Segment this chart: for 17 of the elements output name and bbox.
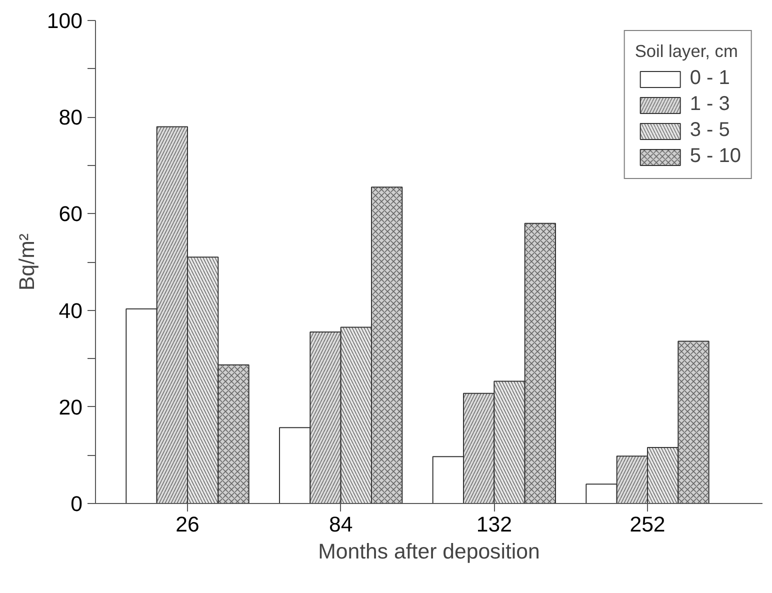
x-tick-label: 252 [630, 512, 666, 536]
legend-label: 1 - 3 [690, 93, 730, 116]
y-axis-title: Bq/m² [14, 234, 39, 290]
legend-label: 3 - 5 [690, 119, 730, 142]
y-tick-label: 100 [46, 9, 83, 33]
x-axis-title: Months after deposition [318, 540, 540, 564]
y-tick-label: 80 [58, 106, 83, 130]
legend-label: 0 - 1 [690, 67, 730, 90]
y-tick-label: 60 [58, 202, 83, 226]
x-tick-label: 26 [176, 512, 200, 536]
y-tick-label: 40 [58, 298, 83, 323]
x-tick-label: 132 [476, 512, 512, 536]
legend-label: 5 - 10 [690, 145, 741, 168]
x-tick-label: 84 [328, 512, 353, 536]
legend-title: Soil layer, cm [634, 41, 739, 62]
y-tick-label: 0 [70, 492, 83, 516]
y-tick-label: 20 [58, 395, 83, 420]
